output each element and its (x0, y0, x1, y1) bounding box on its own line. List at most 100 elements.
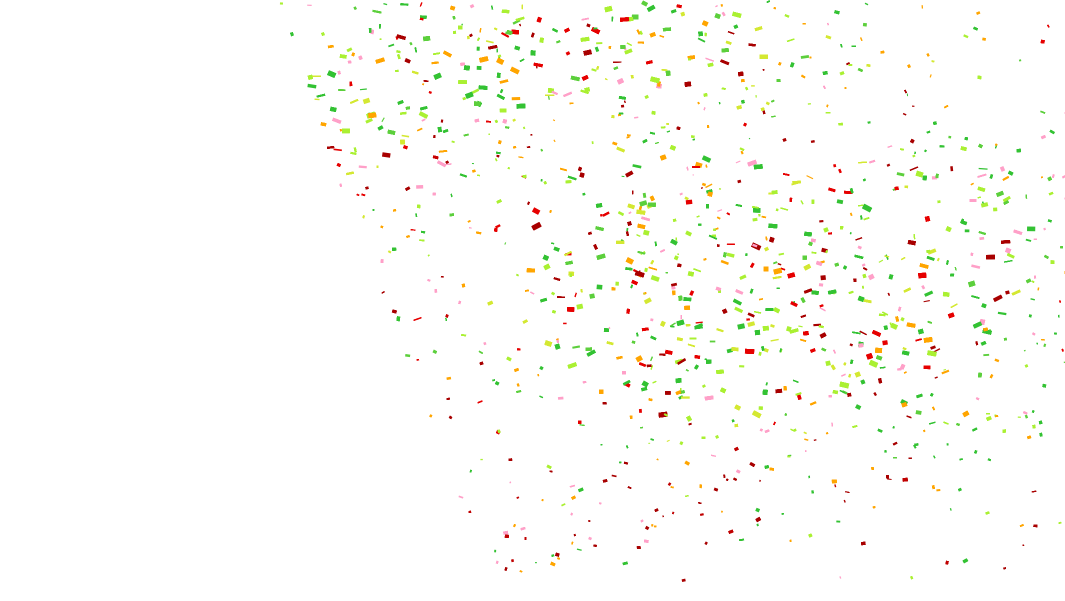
field-patch (765, 382, 769, 386)
field-patch (611, 474, 617, 478)
field-patch (279, 2, 283, 5)
field-patch (681, 396, 690, 399)
field-patch (642, 229, 650, 236)
field-patch (896, 172, 905, 177)
field-patch (964, 229, 970, 233)
field-patch (561, 503, 566, 507)
field-patch (1043, 227, 1047, 231)
field-patch (689, 290, 695, 297)
field-patch (358, 165, 367, 169)
field-patch (458, 495, 464, 499)
field-patch (718, 188, 722, 190)
field-patch (388, 43, 395, 48)
field-patch (758, 406, 763, 411)
field-patch (770, 324, 775, 328)
field-patch (333, 148, 342, 152)
field-patch (650, 318, 654, 322)
field-patch (867, 273, 875, 281)
field-patch (878, 259, 884, 263)
field-patch (666, 439, 670, 442)
field-patch (651, 524, 654, 527)
field-patch (993, 207, 998, 212)
field-patch (963, 34, 969, 39)
field-patch (886, 478, 892, 481)
field-patch (921, 5, 924, 9)
field-patch (416, 184, 424, 189)
field-patch (591, 68, 597, 72)
field-patch (1023, 349, 1026, 352)
field-patch (483, 341, 487, 346)
field-patch (634, 116, 639, 119)
field-patch (565, 51, 571, 56)
field-patch (755, 507, 761, 513)
field-patch (720, 259, 729, 265)
field-patch (701, 182, 707, 187)
field-patch (643, 297, 652, 305)
field-patch (480, 458, 483, 461)
field-patch (748, 137, 751, 140)
field-patch (681, 578, 686, 583)
field-patch (836, 520, 841, 523)
field-patch (839, 576, 842, 579)
field-patch (648, 442, 651, 444)
field-patch (684, 460, 691, 466)
field-patch (485, 40, 494, 44)
field-patch (936, 257, 940, 262)
field-patch (906, 93, 909, 97)
field-patch (469, 3, 475, 9)
field-patch (737, 179, 742, 184)
field-patch (307, 83, 317, 89)
field-patch (697, 37, 706, 43)
field-patch (764, 246, 770, 252)
field-patch (929, 74, 932, 78)
field-patch (915, 410, 922, 415)
field-patch (999, 166, 1006, 172)
field-patch (936, 488, 941, 492)
field-patch (819, 220, 824, 223)
field-patch (770, 338, 779, 342)
field-patch (798, 325, 803, 328)
field-patch (1037, 287, 1040, 291)
field-patch (843, 499, 846, 503)
field-patch (644, 94, 649, 100)
field-patch (446, 376, 452, 381)
field-patch (383, 2, 388, 6)
field-patch (720, 4, 724, 7)
field-patch (705, 183, 713, 189)
field-patch (476, 65, 482, 70)
field-patch (381, 117, 385, 123)
field-patch (886, 163, 891, 167)
field-patch (734, 306, 744, 314)
field-patch (943, 368, 947, 371)
field-patch (516, 496, 520, 500)
field-patch (1025, 238, 1032, 242)
field-patch (726, 348, 733, 354)
field-patch (405, 354, 411, 358)
field-patch (620, 104, 625, 108)
field-patch (667, 482, 672, 487)
field-patch (807, 103, 812, 105)
field-patch (979, 236, 985, 241)
field-patch (644, 267, 648, 273)
field-patch (650, 438, 655, 441)
field-patch (941, 369, 950, 375)
field-patch (594, 46, 600, 53)
field-patch (510, 559, 515, 563)
field-patch (777, 263, 782, 266)
field-patch (701, 384, 706, 388)
field-patch (862, 22, 867, 27)
field-patch (387, 250, 392, 254)
field-patch (591, 141, 594, 145)
field-patch (685, 199, 693, 205)
field-patch (921, 284, 926, 290)
field-patch (934, 376, 938, 379)
field-patch (692, 174, 694, 176)
field-patch (983, 353, 990, 357)
field-patch (684, 196, 689, 201)
field-patch (810, 139, 815, 144)
field-patch (695, 321, 703, 324)
field-patch (813, 439, 817, 441)
field-patch (401, 134, 410, 138)
field-patch (563, 322, 567, 325)
